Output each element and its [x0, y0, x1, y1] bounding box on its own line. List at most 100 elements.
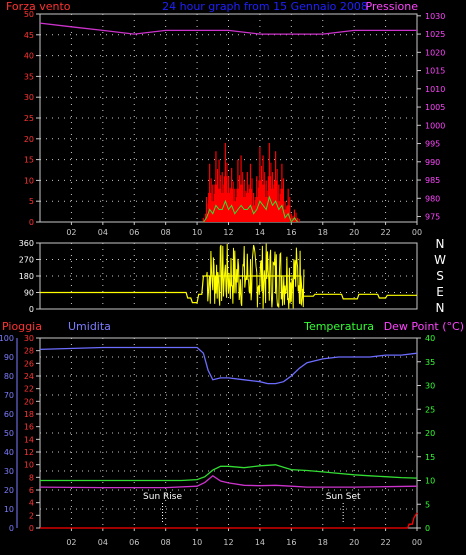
tick-labels: 0510152025303540455097598098599099510001… — [0, 10, 445, 547]
pressure-tick-label: 985 — [425, 176, 440, 185]
wind-tick-label: 50 — [24, 10, 34, 19]
rain-tick-label: 30 — [24, 334, 34, 343]
temperature-tick-label: 0 — [425, 524, 430, 533]
hour-tick-label: 16 — [286, 538, 296, 547]
compass-letter-e: E — [436, 285, 444, 299]
hour-tick-label: 08 — [161, 228, 171, 237]
hour-tick-label: 22 — [380, 228, 390, 237]
hour-tick-label: 10 — [192, 228, 202, 237]
wind-axis-label: Forza vento — [6, 0, 71, 13]
wind-average-bar — [292, 217, 297, 222]
hour-tick-label: 14 — [255, 228, 265, 237]
compass-letter-n-top: N — [436, 237, 445, 251]
wind-tick-label: 5 — [29, 197, 34, 206]
data-marks: Sun Rise Sun Set — [39, 22, 418, 529]
rain-line — [40, 512, 418, 529]
wind-average-bar — [239, 184, 244, 222]
temperature-tick-label: 40 — [425, 334, 435, 343]
hour-tick-label: 20 — [349, 228, 359, 237]
hour-tick-label: 08 — [161, 538, 171, 547]
hour-tick-label: 06 — [129, 228, 139, 237]
pressure-tick-label: 975 — [425, 213, 440, 222]
rain-tick-label: 4 — [29, 499, 34, 508]
direction-tick-label: 270 — [19, 256, 34, 265]
rain-tick-label: 26 — [24, 359, 34, 368]
humidity-tick-label: 80 — [4, 372, 14, 381]
hour-tick-label: 02 — [66, 538, 76, 547]
dewpoint-line — [39, 474, 418, 489]
wind-average-bar — [283, 209, 288, 222]
compass-letter-w: W — [434, 253, 446, 267]
direction-tick-label: 180 — [19, 272, 34, 281]
temperature-tick-label: 5 — [425, 500, 430, 509]
hour-tick-label: 16 — [286, 228, 296, 237]
rain-tick-label: 6 — [29, 486, 34, 495]
rain-tick-label: 16 — [24, 423, 34, 432]
temperature-tick-label: 10 — [425, 477, 435, 486]
rain-tick-label: 10 — [24, 461, 34, 470]
temperature-line — [40, 464, 418, 482]
humidity-tick-label: 10 — [4, 505, 14, 514]
wind-average-bar — [226, 192, 231, 222]
wind-average-bar — [208, 192, 212, 222]
humidity-tick-label: 20 — [4, 486, 14, 495]
dewpoint-axis-label: Dew Point (°C) — [384, 320, 464, 333]
temperature-tick-label: 20 — [425, 429, 435, 438]
wind-tick-label: 20 — [24, 135, 34, 144]
humidity-tick-label: 30 — [4, 467, 14, 476]
rain-axis-label: Pioggia — [2, 320, 42, 333]
wind-average-bar — [289, 217, 294, 222]
pressure-tick-label: 1025 — [425, 30, 445, 39]
hour-tick-label: 18 — [318, 538, 328, 547]
humidity-line — [39, 346, 418, 385]
sun-marker-label: Sun Set — [326, 492, 361, 502]
wind-tick-label: 15 — [24, 156, 34, 165]
temperature-tick-label: 15 — [425, 453, 435, 462]
pressure-tick-label: 990 — [425, 158, 440, 167]
humidity-tick-label: 40 — [4, 448, 14, 457]
humidity-tick-label: 50 — [4, 429, 14, 438]
wind-average-bar — [236, 188, 240, 222]
rain-tick-label: 22 — [24, 385, 34, 394]
humidity-axis-label: Umidita — [68, 320, 111, 333]
rain-tick-label: 14 — [24, 435, 34, 444]
wind-average-bar — [277, 201, 281, 222]
humidity-tick-label: 70 — [4, 391, 14, 400]
hour-tick-label: 04 — [98, 228, 108, 237]
rain-tick-label: 24 — [24, 372, 34, 381]
wind-tick-label: 40 — [24, 52, 34, 61]
pressure-axis-label: Pressione — [366, 0, 419, 13]
rain-tick-label: 18 — [24, 410, 34, 419]
temperature-tick-label: 35 — [425, 358, 435, 367]
wind-tick-label: 0 — [29, 218, 34, 227]
wind-tick-label: 25 — [24, 114, 34, 123]
direction-line — [40, 275, 417, 304]
humidity-tick-label: 90 — [4, 353, 14, 362]
hour-tick-label: 04 — [98, 538, 108, 547]
hour-tick-label: 00 — [412, 228, 422, 237]
rain-tick-label: 12 — [24, 448, 34, 457]
direction-tick-label: 90 — [24, 289, 34, 298]
temperature-axis-label: Temperatura — [303, 320, 374, 333]
pressure-tick-label: 995 — [425, 140, 440, 149]
rain-tick-label: 2 — [29, 511, 34, 520]
hour-tick-label: 22 — [380, 538, 390, 547]
direction-burst-line — [206, 243, 305, 309]
pressure-tick-label: 1015 — [425, 67, 445, 76]
hour-tick-label: 18 — [318, 228, 328, 237]
direction-tick-label: 360 — [19, 239, 34, 248]
compass-letter-n-bottom: N — [436, 301, 445, 315]
wind-average-line — [202, 195, 299, 224]
wind-average-bar — [223, 176, 228, 222]
pressure-tick-label: 1030 — [425, 12, 445, 21]
wind-tick-label: 45 — [24, 31, 34, 40]
pressure-tick-label: 1000 — [425, 121, 445, 130]
temperature-tick-label: 25 — [425, 405, 435, 414]
wind-average-bar — [217, 188, 222, 222]
hour-tick-label: 06 — [129, 538, 139, 547]
humidity-tick-label: 0 — [9, 524, 14, 533]
hour-tick-label: 20 — [349, 538, 359, 547]
temperature-tick-label: 30 — [425, 382, 435, 391]
wind-average-bar — [233, 201, 237, 222]
